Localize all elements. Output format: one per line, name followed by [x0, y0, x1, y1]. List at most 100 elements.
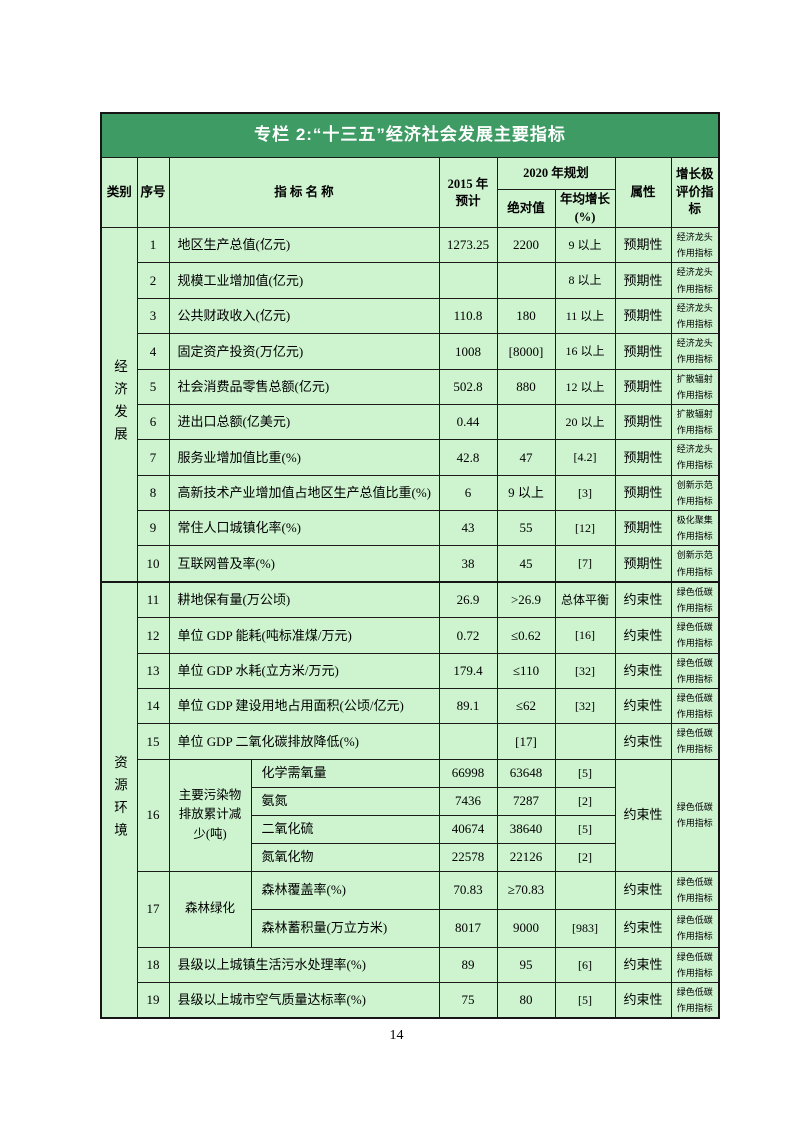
attribute: 约束性 — [614, 617, 672, 654]
table-row-forest: 森林蓄积量(万立方米) 8017 9000 [983] 约束性 绿色低碳作用指标 — [101, 908, 720, 948]
value-2015: 70.83 — [438, 870, 498, 910]
value-2015 — [438, 723, 498, 760]
attribute: 预期性 — [614, 545, 672, 583]
value-2020-abs: ≥70.83 — [496, 870, 556, 910]
attribute: 约束性 — [614, 982, 672, 1019]
row-no: 18 — [136, 946, 170, 984]
indicator-group: 森林绿化 — [168, 870, 252, 948]
indicator-name: 进出口总额(亿美元) — [168, 403, 440, 441]
attribute: 约束性 — [614, 758, 672, 872]
category-cell-resources: 资源环境 — [100, 580, 138, 1019]
value-2020-abs: 47 — [496, 439, 556, 476]
value-2015: 502.8 — [438, 368, 498, 405]
table-row: 9 常住人口城镇化率(%) 43 55 [12] 预期性 极化聚集作用指标 — [101, 509, 720, 547]
value-2015: 26.9 — [438, 580, 498, 619]
indicator-name: 固定资产投资(万亿元) — [168, 333, 440, 370]
value-2015: 0.72 — [438, 617, 498, 654]
attribute: 约束性 — [614, 723, 672, 760]
indicator-subname: 化学需氧量 — [250, 758, 440, 788]
indicator-name: 服务业增加值比重(%) — [168, 439, 440, 476]
row-no: 6 — [136, 403, 170, 441]
row-no: 4 — [136, 333, 170, 370]
value-growth: 8 以上 — [554, 262, 616, 299]
indicator-subname: 氮氧化物 — [250, 842, 440, 872]
attribute: 预期性 — [614, 333, 672, 370]
table-row: 经济发展 1 地区生产总值(亿元) 1273.25 2200 9 以上 预期性 … — [100, 226, 720, 583]
row-no: 2 — [136, 262, 170, 299]
value-growth: [2] — [554, 786, 616, 816]
indicator-name: 单位 GDP 能耗(吨标准煤/万元) — [168, 617, 440, 654]
indicator-name: 耕地保有量(万公顷) — [168, 580, 440, 619]
value-2015: 40674 — [438, 814, 498, 844]
evaluation: 极化聚集作用指标 — [670, 509, 720, 547]
evaluation: 绿色低碳作用指标 — [670, 687, 720, 725]
attribute: 预期性 — [614, 439, 672, 476]
indicator-name: 县级以上城市空气质量达标率(%) — [168, 982, 440, 1019]
value-2015: 1273.25 — [438, 226, 498, 264]
value-2020-abs: 9000 — [496, 908, 556, 948]
indicator-name: 高新技术产业增加值占地区生产总值比重(%) — [168, 474, 440, 512]
value-2020-abs: 95 — [496, 946, 556, 984]
value-growth: [5] — [554, 758, 616, 788]
value-2015: 7436 — [438, 786, 498, 816]
evaluation: 创新示范作用指标 — [670, 474, 720, 512]
col-header-abs: 绝对值 — [496, 189, 556, 228]
table-row: 15 单位 GDP 二氧化碳排放降低(%) [17] 约束性 绿色低碳作用指标 — [101, 723, 720, 760]
attribute: 约束性 — [614, 580, 672, 619]
value-2015: 89.1 — [438, 687, 498, 725]
indicator-name: 单位 GDP 水耗(立方米/万元) — [168, 652, 440, 689]
row-no: 10 — [136, 545, 170, 583]
value-2020-abs: ≤110 — [496, 652, 556, 689]
value-growth: [16] — [554, 617, 616, 654]
table-row: 7 服务业增加值比重(%) 42.8 47 [4.2] 预期性 经济龙头作用指标 — [101, 439, 720, 476]
indicator-name: 地区生产总值(亿元) — [168, 226, 440, 264]
attribute: 约束性 — [614, 946, 672, 984]
header-row-2: 绝对值 年均增长(%) — [101, 189, 719, 228]
row-no: 16 — [136, 758, 170, 872]
evaluation: 绿色低碳作用指标 — [670, 580, 720, 619]
attribute: 约束性 — [614, 652, 672, 689]
col-header-name: 指 标 名 称 — [168, 157, 440, 228]
row-no: 15 — [136, 723, 170, 760]
evaluation: 绿色低碳作用指标 — [670, 908, 720, 948]
indicator-name: 公共财政收入(亿元) — [168, 297, 440, 335]
indicator-group: 主要污染物排放累计减少(吨) — [168, 758, 252, 872]
evaluation: 绿色低碳作用指标 — [670, 617, 720, 654]
row-no: 8 — [136, 474, 170, 512]
evaluation: 经济龙头作用指标 — [670, 226, 720, 264]
row-no: 5 — [136, 368, 170, 405]
col-header-growth: 年均增长(%) — [554, 189, 616, 228]
value-growth: [12] — [554, 509, 616, 547]
evaluation: 创新示范作用指标 — [670, 545, 720, 583]
table-row: 14 单位 GDP 建设用地占用面积(公顷/亿元) 89.1 ≤62 [32] … — [101, 687, 720, 725]
value-2020-abs: 9 以上 — [496, 474, 556, 512]
table-row: 6 进出口总额(亿美元) 0.44 20 以上 预期性 扩散辐射作用指标 — [101, 403, 720, 441]
row-no: 17 — [136, 870, 170, 948]
table-row: 5 社会消费品零售总额(亿元) 502.8 880 12 以上 预期性 扩散辐射… — [101, 368, 720, 405]
value-2015: 38 — [438, 545, 498, 583]
page-number: 14 — [389, 1028, 404, 1043]
value-growth — [554, 723, 616, 760]
value-growth: [5] — [554, 982, 616, 1019]
value-2020-abs: [17] — [496, 723, 556, 760]
indicator-name: 单位 GDP 二氧化碳排放降低(%) — [168, 723, 440, 760]
value-growth: 20 以上 — [554, 403, 616, 441]
value-growth: [2] — [554, 842, 616, 872]
value-2020-abs: 880 — [496, 368, 556, 405]
row-no: 11 — [136, 580, 170, 619]
value-2020-abs: ≤0.62 — [496, 617, 556, 654]
value-2015: 110.8 — [438, 297, 498, 335]
indicator-name: 常住人口城镇化率(%) — [168, 509, 440, 547]
value-2015: 8017 — [438, 908, 498, 948]
row-no: 12 — [136, 617, 170, 654]
header-row-1: 类别 序号 指 标 名 称 2015 年预计 2020 年规划 属性 增长极评价… — [100, 157, 720, 228]
table-row: 2 规模工业增加值(亿元) 8 以上 预期性 经济龙头作用指标 — [101, 262, 720, 299]
value-2015: 66998 — [438, 758, 498, 788]
attribute: 约束性 — [614, 908, 672, 948]
row-no: 1 — [136, 226, 170, 264]
evaluation: 绿色低碳作用指标 — [670, 946, 720, 984]
value-2020-abs: [8000] — [496, 333, 556, 370]
value-2020-abs: >26.9 — [496, 580, 556, 619]
evaluation: 扩散辐射作用指标 — [670, 368, 720, 405]
